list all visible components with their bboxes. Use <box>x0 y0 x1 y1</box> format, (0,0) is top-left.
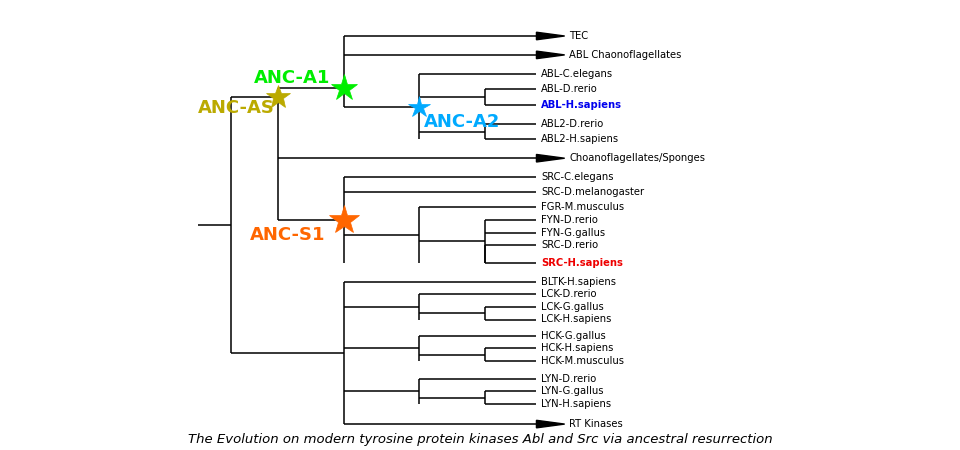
Text: Choanoflagellates/Sponges: Choanoflagellates/Sponges <box>569 153 706 163</box>
Text: ANC-A1: ANC-A1 <box>254 68 330 86</box>
Text: The Evolution on modern tyrosine protein kinases Abl and Src via ancestral resur: The Evolution on modern tyrosine protein… <box>188 433 772 446</box>
Text: ANC-S1: ANC-S1 <box>250 226 325 244</box>
Text: HCK-G.gallus: HCK-G.gallus <box>541 331 606 341</box>
Text: ABL2-D.rerio: ABL2-D.rerio <box>541 119 605 129</box>
Text: TEC: TEC <box>569 31 588 41</box>
Polygon shape <box>537 51 564 59</box>
Text: SRC-H.sapiens: SRC-H.sapiens <box>541 258 623 268</box>
Text: LYN-H.sapiens: LYN-H.sapiens <box>541 399 612 409</box>
Text: LCK-G.gallus: LCK-G.gallus <box>541 302 604 312</box>
Text: ABL-C.elegans: ABL-C.elegans <box>541 69 613 79</box>
Text: SRC-D.rerio: SRC-D.rerio <box>541 240 598 250</box>
Text: HCK-H.sapiens: HCK-H.sapiens <box>541 343 613 354</box>
Text: FYN-D.rerio: FYN-D.rerio <box>541 215 598 225</box>
Polygon shape <box>537 32 564 40</box>
Text: RT Kinases: RT Kinases <box>569 419 623 429</box>
Text: ABL-H.sapiens: ABL-H.sapiens <box>541 100 622 110</box>
Polygon shape <box>537 154 564 162</box>
Text: SRC-D.melanogaster: SRC-D.melanogaster <box>541 187 644 197</box>
Text: ABL2-H.sapiens: ABL2-H.sapiens <box>541 134 619 144</box>
Text: LYN-G.gallus: LYN-G.gallus <box>541 386 604 396</box>
Text: ABL-D.rerio: ABL-D.rerio <box>541 84 598 94</box>
Text: FYN-G.gallus: FYN-G.gallus <box>541 228 605 238</box>
Text: FGR-M.musculus: FGR-M.musculus <box>541 202 624 212</box>
Text: ANC-AS: ANC-AS <box>198 99 275 117</box>
Text: LCK-H.sapiens: LCK-H.sapiens <box>541 315 612 324</box>
Text: ABL Chaonoflagellates: ABL Chaonoflagellates <box>569 50 682 60</box>
Polygon shape <box>537 420 564 428</box>
Text: ANC-A2: ANC-A2 <box>423 112 500 130</box>
Text: SRC-C.elegans: SRC-C.elegans <box>541 172 613 182</box>
Text: BLTK-H.sapiens: BLTK-H.sapiens <box>541 277 616 287</box>
Text: LYN-D.rerio: LYN-D.rerio <box>541 374 596 384</box>
Text: LCK-D.rerio: LCK-D.rerio <box>541 289 597 299</box>
Text: HCK-M.musculus: HCK-M.musculus <box>541 356 624 366</box>
